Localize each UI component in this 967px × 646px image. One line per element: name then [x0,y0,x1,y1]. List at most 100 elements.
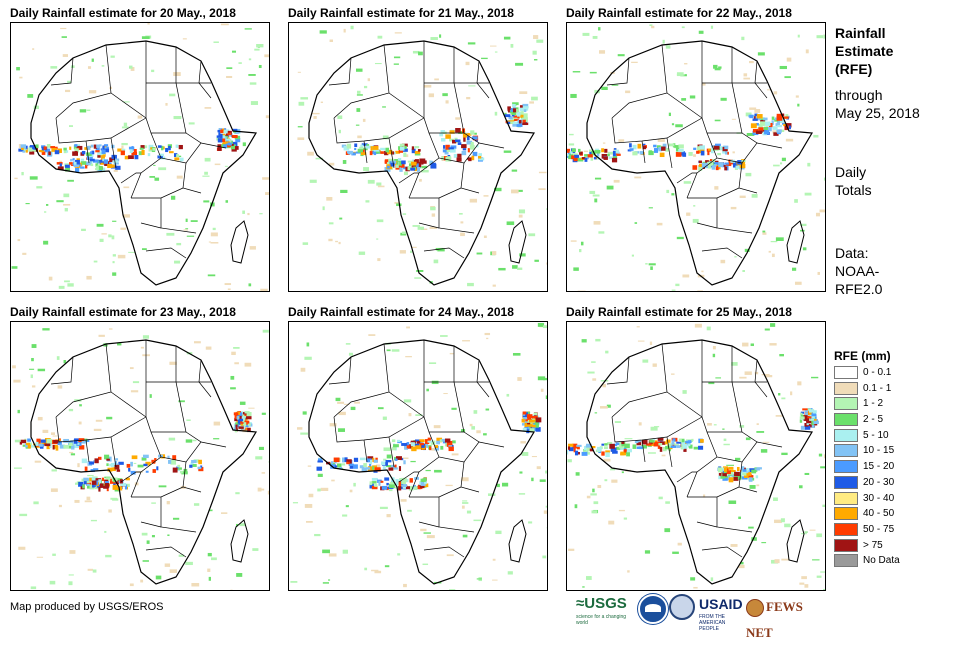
legend-swatch [834,444,858,457]
legend-item: > 75 [834,538,944,554]
rainfall-cell [588,154,593,157]
rainfall-cell [612,451,618,454]
rainfall-cell [26,443,30,445]
rainfall-speck [297,427,302,430]
rainfall-speck [60,28,66,29]
rainfall-speck [323,206,325,210]
rainfall-cell [648,151,653,155]
rainfall-cell [473,152,478,156]
rainfall-speck [598,27,600,30]
rainfall-cell [248,424,251,426]
rainfall-speck [166,233,174,236]
rainfall-speck [317,489,320,492]
rainfall-cell [604,149,607,153]
rainfall-speck [693,154,696,157]
rainfall-speck [203,200,209,202]
rainfall-cell [612,158,617,163]
rainfall-cell [65,165,70,168]
country-border [702,547,742,557]
data-label: Data: [835,244,882,262]
country-border [612,344,667,417]
rainfall-speck [183,38,187,39]
rainfall-speck [265,192,269,195]
rainfall-speck [632,255,634,257]
rainfall-speck [823,589,825,590]
rainfall-speck [100,239,104,242]
panel-title: Daily Rainfall estimate for 20 May., 201… [10,5,270,21]
country-border [479,143,504,148]
country-border [56,118,146,143]
rainfall-speck [326,197,332,201]
country-border [146,248,186,258]
country-border [717,198,752,233]
rainfall-speck [774,559,779,563]
legend-swatch [834,539,858,552]
rainfall-map [10,321,270,591]
legend-label: > 75 [863,538,883,553]
rainfall-speck [44,211,46,212]
rainfall-cell [604,156,608,160]
rainfall-speck [87,475,93,476]
rainfall-speck [368,180,375,184]
country-border [334,417,424,442]
rainfall-cell [382,486,387,490]
legend-item: 30 - 40 [834,491,944,507]
rainfall-speck [486,409,490,411]
rainfall-speck [303,411,307,414]
rainfall-cell [138,465,144,468]
africa-map [11,322,269,590]
rainfall-cell [222,138,225,142]
legend-swatch [834,397,858,410]
rainfall-speck [820,466,825,468]
rainfall-speck [22,253,26,255]
rainfall-speck [824,178,825,181]
rainfall-speck [429,93,434,97]
rainfall-speck [97,224,104,227]
rainfall-speck [344,29,346,33]
rainfall-speck [240,402,246,405]
rainfall-cell [156,466,158,470]
rainfall-speck [817,35,824,38]
rainfall-speck [298,126,303,127]
rainfall-speck [662,455,666,457]
rainfall-speck [804,584,808,588]
legend-label: 10 - 15 [863,443,894,458]
rainfall-cell [505,114,511,117]
rainfall-cell [74,439,78,444]
country-border [757,442,782,447]
rainfall-speck [16,67,20,70]
legend-label: 30 - 40 [863,491,894,506]
rainfall-speck [314,534,320,536]
rainfall-speck [331,480,334,482]
rainfall-cell [724,167,727,171]
rainfall-cell [141,150,144,155]
rainfall-speck [659,497,663,500]
rainfall-speck [432,213,435,216]
rainfall-cell [715,144,721,147]
africa-coastline [587,340,812,584]
rainfall-speck [256,44,263,47]
rainfall-speck [812,559,819,560]
rainfall-cell [403,153,406,157]
rainfall-speck [810,530,816,531]
rainfall-cell [235,146,239,150]
rainfall-cell [532,425,536,427]
rainfall-speck [672,552,679,554]
rainfall-map [10,22,270,292]
rainfall-speck [31,374,33,378]
rainfall-cell [468,148,470,152]
rainfall-speck [761,542,766,543]
rainfall-cell [135,155,139,159]
rainfall-speck [221,512,227,514]
rainfall-speck [138,116,143,119]
rainfall-speck [619,510,625,511]
rainfall-speck [140,580,143,583]
country-border [334,344,389,417]
rainfall-cell [400,144,405,147]
rainfall-cell [658,443,662,445]
rainfall-speck [403,213,406,215]
rainfall-cell [772,126,777,130]
rainfall-cell [148,153,150,156]
rainfall-cell [411,442,415,446]
rainfall-speck [156,576,162,580]
